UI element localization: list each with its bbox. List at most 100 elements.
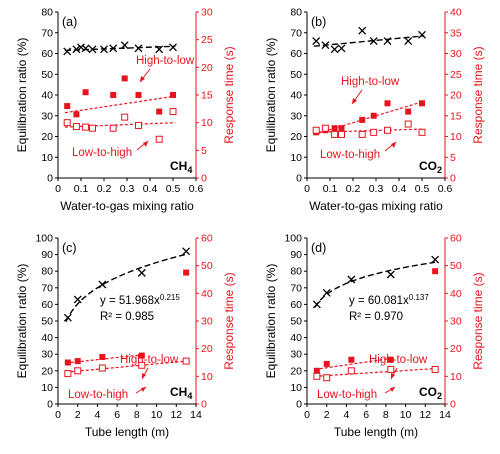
data-point-low-to-high [135, 121, 142, 129]
data-point-low-to-high [431, 365, 439, 373]
data-point-equilibration [358, 26, 367, 35]
x-tick-label: 0.2 [346, 183, 361, 195]
y-right-tick-label: 5 [450, 152, 456, 164]
data-point-low-to-high [63, 119, 71, 127]
y-left-axis-title: Equilibration ratio (%) [15, 38, 29, 153]
x-tick-label: 4 [95, 409, 101, 421]
data-point-high-to-low [156, 108, 163, 115]
y-left-tick-label: 40 [290, 332, 302, 344]
x-tick-label: 8 [134, 409, 140, 421]
x-tick-label: 10 [151, 409, 163, 421]
x-tick-label: 0.4 [392, 183, 407, 195]
data-point-high-to-low [121, 75, 128, 82]
data-point-low-to-high [313, 372, 321, 380]
data-point-equilibration [134, 44, 143, 53]
y-right-tick-label: 25 [201, 34, 213, 46]
data-point-equilibration [337, 44, 346, 53]
y-left-tick-label: 30 [41, 349, 53, 361]
x-tick-label: 0 [55, 183, 61, 195]
data-point-high-to-low [138, 352, 145, 359]
x-tick-label: 0.5 [166, 183, 181, 195]
data-point-low-to-high [358, 130, 366, 138]
y-right-tick-label: 50 [201, 260, 213, 272]
y-right-tick-label: 60 [201, 233, 213, 245]
annotation-low-to-high: Low-to-high [68, 389, 128, 401]
trendline-response-low-to-high [314, 367, 436, 377]
data-point-equilibration [73, 295, 82, 304]
data-point-high-to-low [384, 100, 391, 107]
data-point-equilibration [155, 45, 164, 54]
data-point-equilibration [404, 37, 413, 46]
data-point-low-to-high [89, 124, 96, 132]
panel-a: 0 0.1 0.2 0.3 0.4 0.5 0.6010203040506070800510… [15, 7, 236, 214]
y-left-tick-label: 50 [41, 69, 53, 81]
annotation-arrowhead [352, 98, 357, 104]
y-left-tick-label: 10 [41, 382, 53, 394]
panel-label: (c) [62, 241, 77, 255]
y-left-tick-label: 10 [41, 152, 53, 164]
y-right-tick-label: 60 [450, 233, 462, 245]
data-point-low-to-high [82, 123, 90, 131]
y-left-tick-label: 50 [41, 316, 53, 328]
x-tick-label: 10 [400, 409, 412, 421]
y-right-tick-label: 10 [450, 371, 462, 383]
data-point-low-to-high [64, 370, 72, 378]
annotation-high-to-low: High-to-low [341, 76, 400, 88]
x-tick-label: 6 [363, 409, 369, 421]
data-point-low-to-high [338, 130, 345, 138]
data-point-equilibration [322, 288, 331, 297]
y-right-tick-label: 20 [201, 343, 213, 355]
data-point-high-to-low [170, 92, 176, 98]
data-point-high-to-low [405, 108, 412, 115]
data-point-equilibration [77, 43, 85, 52]
annotation-arrowhead [141, 387, 146, 392]
x-axis-title: Water-to-gas mixing ratio [309, 199, 443, 213]
y-right-tick-label: 10 [450, 131, 462, 143]
x-tick-label: 0 [55, 409, 61, 421]
panel-b: 0 0.1 0.2 0.3 0.4 0.5 0.6010203040506070800510… [264, 7, 485, 214]
annotation-low-to-high: Low-to-high [72, 147, 132, 159]
y-left-tick-label: 70 [290, 27, 302, 39]
data-point-high-to-low [110, 92, 117, 98]
y-right-axis-title: Response time (s) [222, 272, 236, 369]
data-point-low-to-high [98, 364, 106, 372]
annotation-high-to-low: High-to-low [120, 354, 179, 366]
data-point-high-to-low [323, 360, 330, 367]
y-left-tick-label: 0 [47, 399, 53, 411]
data-point-high-to-low [419, 100, 425, 107]
annotation-arrowhead [143, 141, 148, 147]
y-left-tick-label: 80 [290, 266, 302, 278]
data-point-high-to-low [387, 356, 394, 363]
y-right-tick-label: 20 [450, 90, 462, 102]
data-point-low-to-high [109, 124, 117, 132]
data-point-equilibration [431, 255, 440, 264]
y-right-tick-label: 30 [201, 7, 213, 19]
y-right-tick-label: 20 [201, 62, 213, 74]
y-left-tick-label: 80 [41, 266, 53, 278]
y-right-tick-label: 15 [450, 110, 462, 122]
y-right-tick-label: 25 [450, 69, 462, 81]
data-point-equilibration [312, 300, 321, 309]
data-point-equilibration [72, 45, 81, 54]
fit-r-squared: R² = 0.970 [349, 311, 403, 323]
y-left-tick-label: 90 [290, 249, 302, 261]
y-left-tick-label: 80 [290, 7, 302, 19]
data-point-low-to-high [321, 124, 329, 132]
data-point-low-to-high [169, 108, 177, 116]
gas-label: CO2 [419, 385, 442, 401]
trendline-response-high-to-low [64, 95, 176, 114]
data-point-equilibration [81, 44, 90, 53]
y-left-tick-label: 40 [290, 90, 302, 102]
data-point-low-to-high [384, 126, 391, 134]
data-point-low-to-high [121, 113, 129, 121]
data-point-equilibration [109, 44, 118, 53]
trendline-equilibration [65, 253, 187, 323]
data-point-low-to-high [312, 126, 320, 134]
y-right-tick-label: 40 [450, 7, 462, 19]
y-left-tick-label: 100 [284, 233, 302, 245]
x-tick-label: 0.6 [438, 183, 453, 195]
y-right-tick-label: 30 [201, 316, 213, 328]
y-left-tick-label: 80 [41, 7, 53, 19]
y-left-tick-label: 60 [290, 299, 302, 311]
y-right-axis-title: Response time (s) [471, 46, 485, 143]
